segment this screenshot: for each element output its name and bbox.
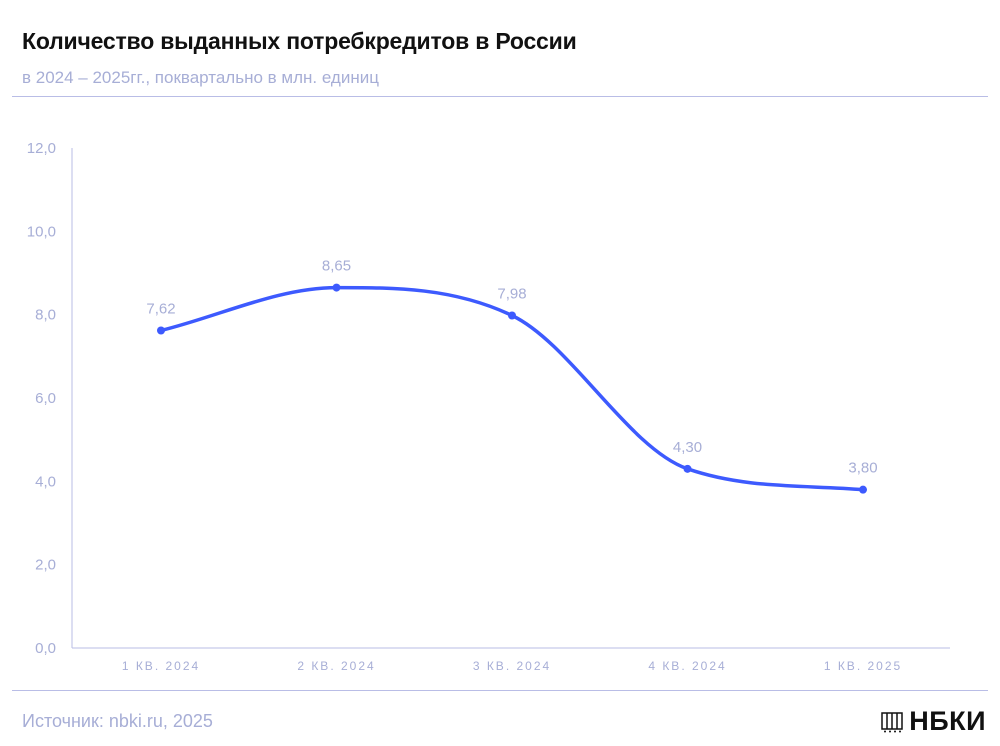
y-tick-label: 10,0	[27, 223, 56, 240]
y-tick-label: 12,0	[27, 140, 56, 157]
y-tick-label: 0,0	[35, 640, 56, 657]
data-point	[859, 485, 867, 494]
header-divider	[12, 96, 988, 97]
data-points	[157, 283, 867, 494]
x-tick-label: 2 КВ. 2024	[297, 659, 375, 673]
y-tick-label: 8,0	[35, 307, 56, 324]
data-point	[332, 283, 341, 292]
y-tick-label: 4,0	[35, 473, 56, 490]
data-label: 8,65	[322, 258, 351, 275]
logo-mark-icon	[881, 711, 903, 732]
data-label: 3,80	[848, 460, 877, 477]
data-label: 4,30	[673, 439, 702, 456]
chart-title: Количество выданных потребкредитов в Рос…	[22, 28, 577, 54]
data-label: 7,98	[497, 286, 526, 303]
x-tick-labels: 1 КВ. 2024 2 КВ. 2024 3 КВ. 2024 4 КВ. 2024…	[122, 659, 902, 673]
x-tick-label: 1 КВ. 2024	[122, 659, 200, 673]
nbki-logo: НБКИ	[881, 706, 986, 737]
data-label: 7,62	[146, 301, 175, 318]
x-tick-label: 4 КВ. 2024	[648, 659, 726, 673]
source-note: Источник: nbki.ru, 2025	[22, 711, 213, 731]
logo-text: НБКИ	[909, 706, 986, 736]
chart-subtitle: в 2024 – 2025гг., поквартально в млн. ед…	[22, 68, 379, 87]
data-point	[683, 464, 692, 473]
y-tick-labels: 0,0 2,0 4,0 6,0 8,0 10,0 12,0	[27, 140, 56, 657]
footer-divider	[12, 690, 988, 691]
data-labels: 7,62 8,65 7,98 4,30 3,80	[146, 258, 877, 477]
x-tick-label: 1 КВ. 2025	[824, 659, 902, 673]
data-point	[508, 311, 516, 320]
y-tick-label: 6,0	[35, 390, 56, 407]
data-point	[157, 326, 165, 335]
x-tick-label: 3 КВ. 2024	[473, 659, 551, 673]
y-tick-label: 2,0	[35, 557, 56, 574]
